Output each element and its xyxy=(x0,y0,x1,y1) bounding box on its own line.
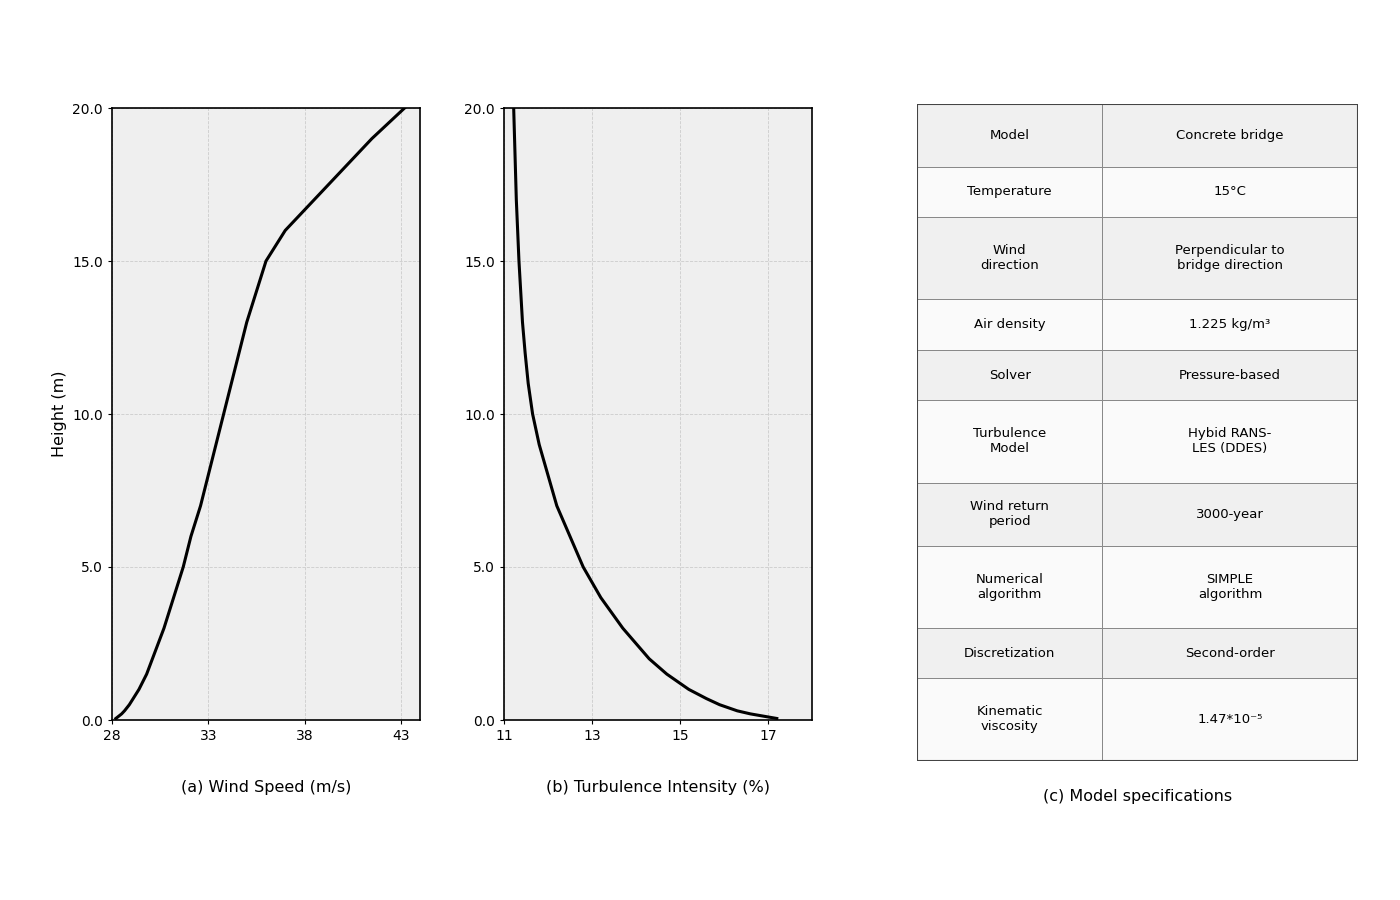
Y-axis label: Height (m): Height (m) xyxy=(52,371,67,457)
Text: Pressure-based: Pressure-based xyxy=(1179,369,1281,382)
Text: Numerical
algorithm: Numerical algorithm xyxy=(976,572,1043,601)
Text: Turbulence
Model: Turbulence Model xyxy=(973,428,1046,455)
Bar xyxy=(917,104,1102,166)
Bar xyxy=(917,166,1102,217)
Bar xyxy=(1102,628,1358,679)
Bar xyxy=(1102,679,1358,760)
Text: Wind return
period: Wind return period xyxy=(970,500,1049,528)
Bar xyxy=(1102,545,1358,628)
Text: Solver: Solver xyxy=(988,369,1030,382)
Bar xyxy=(1102,400,1358,482)
Bar xyxy=(917,628,1102,679)
Bar xyxy=(1102,300,1358,350)
Text: 1.47*10⁻⁵: 1.47*10⁻⁵ xyxy=(1197,713,1263,726)
Text: 3000-year: 3000-year xyxy=(1196,508,1264,520)
Bar xyxy=(917,400,1102,482)
Text: (b) Turbulence Intensity (%): (b) Turbulence Intensity (%) xyxy=(546,780,770,795)
Text: Model: Model xyxy=(990,129,1029,141)
Text: Discretization: Discretization xyxy=(965,646,1056,660)
Bar xyxy=(1102,104,1358,166)
Text: Wind
direction: Wind direction xyxy=(980,244,1039,273)
Text: Temperature: Temperature xyxy=(967,185,1051,198)
Bar xyxy=(917,679,1102,760)
Text: 15°C: 15°C xyxy=(1214,185,1246,198)
Text: Air density: Air density xyxy=(974,318,1046,331)
Bar xyxy=(1102,350,1358,400)
Bar xyxy=(917,545,1102,628)
Text: 1.225 kg/m³: 1.225 kg/m³ xyxy=(1190,318,1271,331)
Text: Second-order: Second-order xyxy=(1186,646,1275,660)
Bar xyxy=(917,350,1102,400)
Bar xyxy=(917,482,1102,545)
Text: Perpendicular to
bridge direction: Perpendicular to bridge direction xyxy=(1175,244,1285,273)
Text: (c) Model specifications: (c) Model specifications xyxy=(1043,789,1232,804)
Bar xyxy=(1102,482,1358,545)
Bar xyxy=(917,217,1102,300)
Bar xyxy=(1102,217,1358,300)
Text: Concrete bridge: Concrete bridge xyxy=(1176,129,1284,141)
Bar xyxy=(1102,166,1358,217)
Text: Hybid RANS-
LES (DDES): Hybid RANS- LES (DDES) xyxy=(1189,428,1271,455)
Text: SIMPLE
algorithm: SIMPLE algorithm xyxy=(1198,572,1263,601)
Text: Kinematic
viscosity: Kinematic viscosity xyxy=(976,706,1043,734)
Bar xyxy=(917,300,1102,350)
Text: (a) Wind Speed (m/s): (a) Wind Speed (m/s) xyxy=(181,780,351,795)
